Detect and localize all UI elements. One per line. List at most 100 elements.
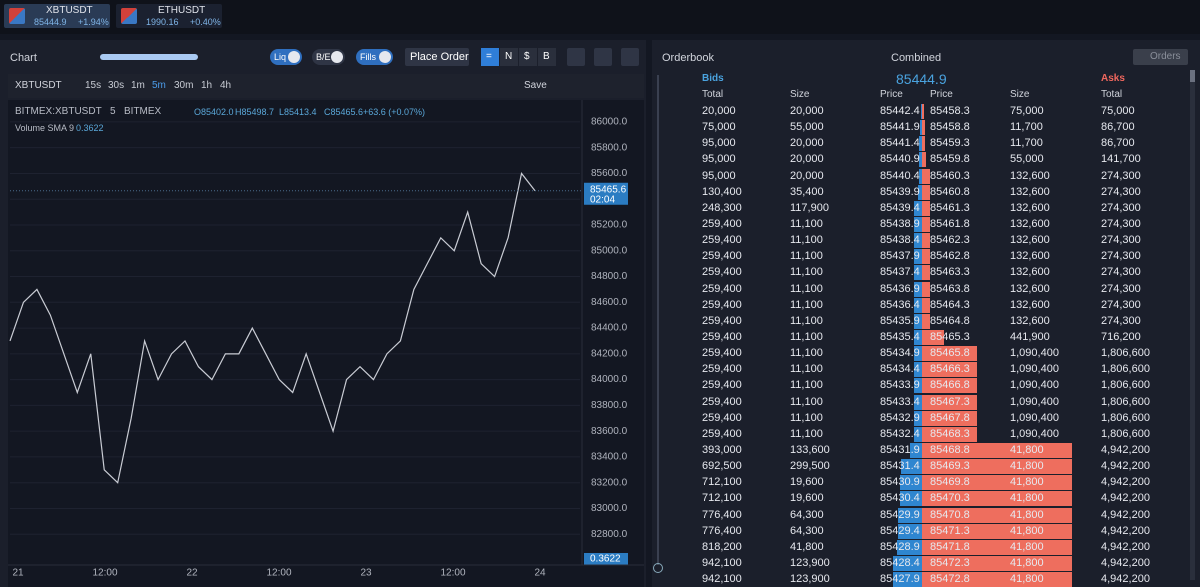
orderbook-cell: 85468.3 — [930, 427, 970, 440]
orderbook-cell: 86,700 — [1101, 121, 1135, 134]
orderbook-cell: 11,100 — [790, 379, 823, 392]
unit-button[interactable] — [481, 48, 499, 66]
slider[interactable] — [100, 54, 198, 60]
orderbook-cell: 85441.4 — [880, 137, 920, 150]
orderbook-cell: 259,400 — [702, 395, 742, 408]
orderbook-cell: 85468.8 — [930, 443, 970, 456]
orderbook-cell: 11,100 — [790, 266, 823, 279]
y-tick-label: 83000.0 — [591, 503, 628, 514]
toolbar-symbol[interactable]: XBTUSDT — [15, 80, 62, 91]
price-line — [9, 172, 536, 484]
legend-volume: Volume SMA 9 — [15, 123, 75, 133]
orderbook-mode[interactable]: Combined — [891, 52, 942, 64]
y-tick-label: 83400.0 — [591, 452, 628, 463]
column-header: Size — [790, 89, 810, 100]
x-tick-label: 12:00 — [266, 568, 291, 579]
orderbook-cell: 41,800 — [1010, 573, 1044, 586]
bid-depth-bar — [893, 555, 922, 571]
tab-icon — [9, 8, 25, 24]
legend-exchange: BITMEX — [124, 106, 162, 117]
orderbook-cell: 85459.8 — [930, 153, 970, 166]
orderbook-cell: 274,300 — [1101, 234, 1141, 247]
ask-depth-bar — [922, 136, 925, 152]
interval[interactable]: 1h — [201, 80, 213, 91]
orderbook-cell: 712,100 — [702, 492, 742, 505]
orderbook-cell: 274,300 — [1101, 314, 1141, 327]
orderbook-cell: 11,100 — [790, 330, 823, 343]
scrollbar-thumb[interactable] — [1190, 70, 1195, 82]
orderbook-cell: 132,600 — [1010, 234, 1050, 247]
orderbook-cell: 85441.9 — [880, 121, 920, 134]
bid-depth-bar — [914, 426, 922, 442]
save-button[interactable]: Save — [524, 80, 547, 91]
unit-label: N — [505, 51, 513, 62]
interval[interactable]: 30s — [108, 80, 125, 91]
interval[interactable]: 5m — [152, 80, 166, 91]
orders-button[interactable] — [1133, 49, 1188, 65]
ask-depth-bar — [922, 297, 931, 313]
x-tick-label: 12:00 — [440, 568, 465, 579]
icon-button[interactable] — [594, 48, 612, 66]
ask-depth-bar — [922, 362, 977, 378]
bid-depth-bar — [914, 281, 922, 297]
orderbook-cell: 393,000 — [702, 443, 742, 456]
volume-label: 0.3622 — [590, 554, 621, 565]
orderbook-cell: 11,100 — [790, 363, 823, 376]
orderbook-cell: 41,800 — [1010, 508, 1044, 521]
orderbook-cell: 259,400 — [702, 379, 742, 392]
orderbook-cell: 75,000 — [1101, 105, 1135, 117]
orderbook-cell: 85463.3 — [930, 266, 970, 279]
y-tick-label: 85000.0 — [591, 245, 628, 256]
tab-price: 1990.16 — [146, 17, 179, 27]
orderbook-cell: 85459.3 — [930, 137, 970, 150]
orderbook-cell: 11,100 — [790, 427, 823, 440]
orderbook-cell: 85460.3 — [930, 169, 970, 182]
orderbook-cell: 259,400 — [702, 266, 742, 279]
unit-button[interactable] — [519, 48, 537, 66]
orderbook-cell: 4,942,200 — [1101, 573, 1150, 586]
ask-depth-bar — [922, 216, 931, 232]
orderbook-cell: 85469.8 — [930, 476, 970, 489]
orderbook-cell: 1,090,400 — [1010, 411, 1059, 424]
interval[interactable]: 1m — [131, 80, 145, 91]
orderbook-cell: 692,500 — [702, 460, 742, 473]
orderbook-slider-knob[interactable] — [653, 563, 663, 573]
orderbook-cell: 85471.8 — [930, 540, 970, 553]
y-tick-label: 84600.0 — [591, 297, 628, 308]
interval[interactable]: 4h — [220, 80, 232, 91]
orderbook-cell: 75,000 — [702, 121, 736, 134]
orderbook-cell: 85469.3 — [930, 460, 970, 473]
unit-button[interactable] — [538, 48, 556, 66]
orderbook-cell: 85433.9 — [880, 379, 920, 392]
bid-depth-bar — [914, 200, 922, 216]
column-header: Total — [702, 89, 724, 100]
column-header: Price — [880, 89, 903, 100]
countdown-label: 02:04 — [590, 194, 615, 205]
bid-depth-bar — [900, 459, 922, 475]
legend-ohlc: H85498.7 — [235, 107, 275, 117]
y-tick-label: 86000.0 — [591, 117, 628, 128]
orderbook-cell: 95,000 — [702, 169, 736, 182]
interval[interactable]: 30m — [174, 80, 194, 91]
orderbook-cell: 85430.9 — [880, 476, 920, 489]
orderbook-cell: 35,400 — [790, 185, 824, 198]
orderbook-cell: 132,600 — [1010, 185, 1050, 198]
toggle-knob — [331, 51, 343, 63]
orders-label: Orders — [1150, 51, 1181, 62]
ask-depth-bar — [922, 394, 977, 410]
column-header: Total — [1101, 89, 1123, 100]
scrollbar[interactable] — [1190, 70, 1195, 580]
unit-button[interactable] — [500, 48, 518, 66]
orderbook-cell: 1,090,400 — [1010, 379, 1059, 392]
interval[interactable]: 15s — [85, 80, 102, 91]
orderbook-cell: 85439.4 — [880, 201, 920, 214]
ask-depth-bar — [922, 507, 1072, 523]
orderbook-cell: 85470.3 — [930, 492, 970, 505]
toggle-knob — [288, 51, 300, 63]
ask-depth-bar — [922, 555, 1072, 571]
place-order-button[interactable] — [405, 48, 469, 66]
orderbook-cell: 132,600 — [1010, 314, 1050, 327]
orderbook-cell: 64,300 — [790, 508, 824, 521]
icon-button[interactable] — [621, 48, 639, 66]
icon-button[interactable] — [567, 48, 585, 66]
